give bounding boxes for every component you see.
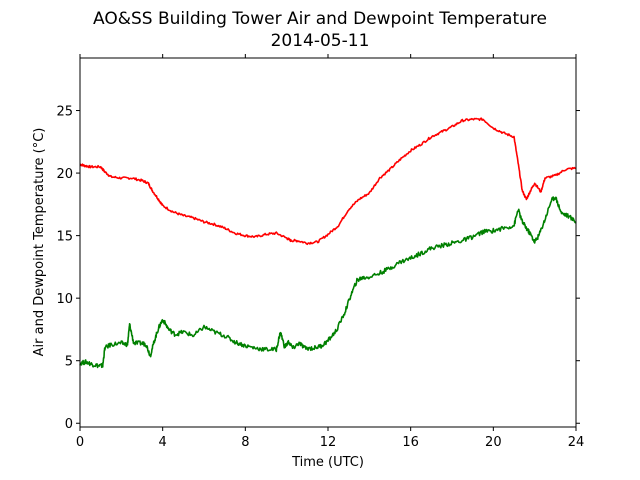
x-tick-label: 16 [402,435,419,450]
chart-title: AO&SS Building Tower Air and Dewpoint Te… [93,9,547,29]
x-tick-label: 20 [485,435,502,450]
y-axis-label: Air and Dewpoint Temperature (°C) [32,128,47,357]
y-tick-label: 10 [56,292,73,307]
y-tick-label: 15 [56,230,73,245]
y-tick-label: 5 [65,355,73,370]
x-tick-label: 4 [159,435,167,450]
air-temperature-line [79,117,577,246]
dewpoint-temperature-line [79,196,577,369]
y-tick-label: 25 [56,105,73,120]
x-axis-label: Time (UTC) [291,455,364,470]
x-tick-label: 12 [320,435,337,450]
x-tick-label: 8 [241,435,249,450]
series-layer [79,117,577,369]
y-tick-label: 0 [65,417,73,432]
y-axis-ticks: 0 5 10 15 20 25 [56,105,580,432]
y-tick-label: 20 [56,167,73,182]
x-tick-label: 24 [568,435,585,450]
x-tick-label: 0 [76,435,84,450]
x-axis-ticks: 0 4 8 12 16 20 24 [76,54,584,450]
chart-subtitle: 2014-05-11 [271,31,370,51]
plot-frame [79,57,577,428]
